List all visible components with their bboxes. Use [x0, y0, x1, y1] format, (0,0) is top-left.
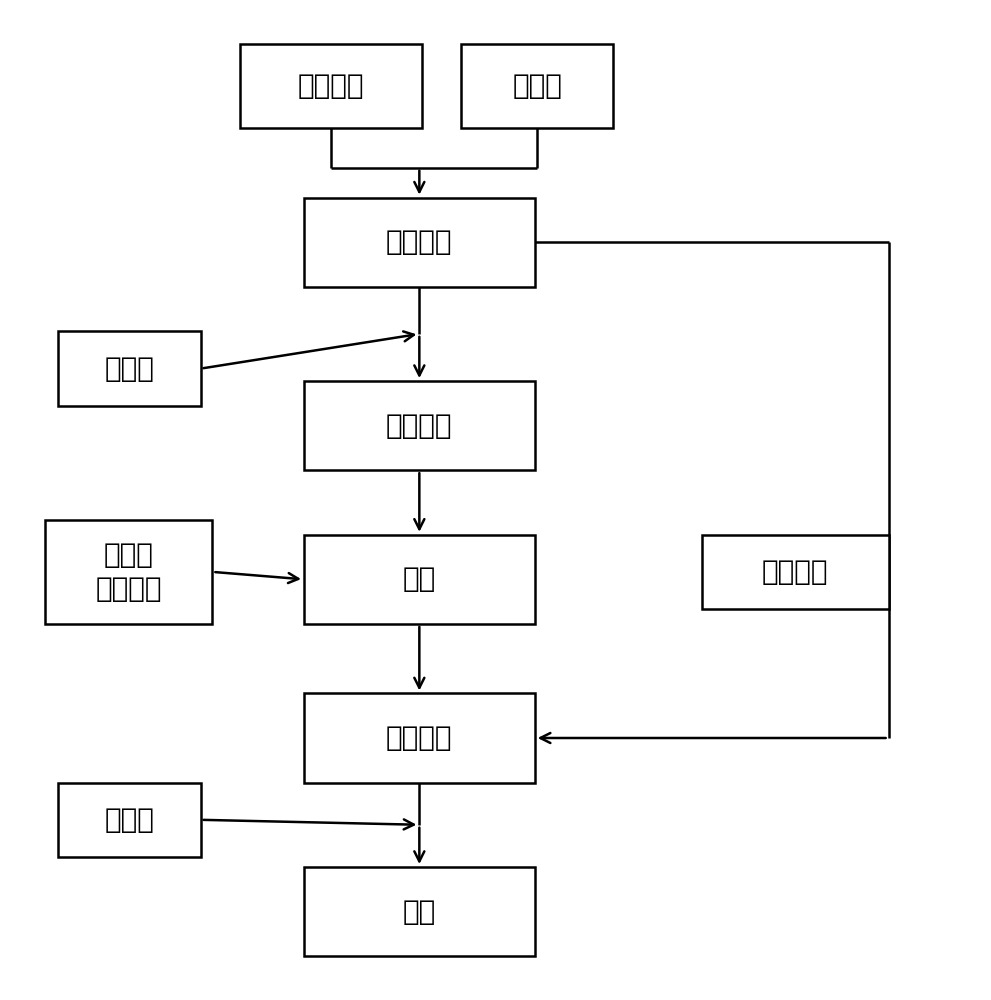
Bar: [46, 520, 212, 624]
Text: 粘结剂: 粘结剂: [104, 806, 155, 834]
Text: 出料: 出料: [402, 898, 436, 926]
Bar: [304, 693, 535, 783]
Bar: [58, 783, 201, 857]
Bar: [304, 535, 535, 624]
Bar: [304, 198, 535, 287]
Bar: [304, 381, 535, 470]
Text: 增稠剂: 增稠剂: [104, 355, 155, 383]
Text: 高速分散: 高速分散: [386, 724, 453, 752]
Bar: [461, 44, 613, 128]
Bar: [58, 331, 201, 406]
Bar: [702, 535, 889, 609]
Bar: [304, 867, 535, 956]
Text: 导电剂
负极石墨: 导电剂 负极石墨: [96, 541, 163, 603]
Text: 胶液制备: 胶液制备: [386, 412, 453, 440]
Text: 搅拌均匀: 搅拌均匀: [386, 228, 453, 256]
Bar: [240, 44, 422, 128]
Text: 一半胶液: 一半胶液: [762, 558, 828, 586]
Text: 去离子水: 去离子水: [297, 72, 364, 100]
Text: 添加剂: 添加剂: [512, 72, 562, 100]
Text: 干混: 干混: [402, 565, 436, 593]
